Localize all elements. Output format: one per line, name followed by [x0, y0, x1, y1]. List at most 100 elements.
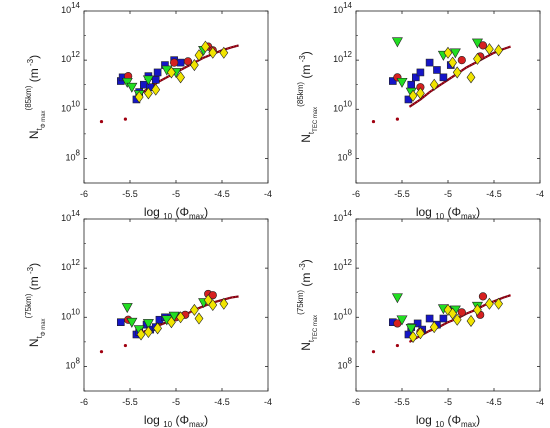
- marker-diamond: [494, 297, 503, 310]
- marker-diamond: [443, 46, 453, 59]
- y-axis-label: NtTEC max(85km) (m -3): [296, 51, 319, 142]
- marker-circle: [208, 291, 217, 300]
- marker-square: [117, 318, 125, 327]
- y-tick-label: 1010: [61, 99, 80, 113]
- marker-square: [425, 58, 434, 67]
- marker-diamond: [452, 313, 462, 326]
- x-tick-label: -6: [80, 397, 88, 407]
- y-tick-label: 1010: [61, 307, 80, 321]
- x-axis-label: log 10 (Φmax): [144, 205, 208, 221]
- marker-diamond: [194, 49, 204, 62]
- y-axis-label: NtΦ max(75km) (m -3): [24, 263, 47, 347]
- x-tick-label: -5: [172, 397, 180, 407]
- marker-diamond: [176, 71, 185, 84]
- y-tick-label: 1014: [61, 1, 80, 15]
- marker-triangle: [121, 303, 133, 314]
- marker-diamond: [219, 46, 229, 59]
- marker-diamond: [448, 56, 457, 69]
- marker-triangle: [391, 293, 403, 304]
- marker-square: [439, 73, 448, 82]
- marker-triangle: [471, 38, 483, 49]
- marker-square: [433, 66, 441, 74]
- x-tick-label: -6: [352, 397, 360, 407]
- marker-diamond: [153, 322, 162, 335]
- chart-panel-2: -6 -5.5 -5 -4.5 -4 108 1010 1012 1014 log 10 (Φma…: [296, 1, 544, 221]
- marker-square: [407, 80, 416, 89]
- marker-circle: [457, 308, 466, 317]
- y-tick-label: 1010: [333, 99, 352, 113]
- marker-triangle: [405, 324, 417, 334]
- marker-circle: [478, 292, 488, 301]
- x-tick-label: -4: [536, 397, 544, 407]
- marker-square: [151, 76, 160, 84]
- x-axis-label: log 10 (Φmax): [144, 413, 208, 428]
- marker-diamond: [190, 59, 199, 72]
- small-dot: [371, 119, 376, 124]
- marker-diamond: [416, 327, 425, 340]
- x-tick-label: -5: [444, 189, 452, 199]
- x-tick-label: -4: [536, 189, 544, 199]
- plot-frame: [83, 218, 269, 392]
- marker-circle: [457, 56, 466, 65]
- marker-diamond: [134, 90, 144, 104]
- marker-square: [425, 314, 434, 323]
- small-dot: [99, 350, 104, 354]
- x-tick-label: -4: [264, 189, 272, 199]
- y-tick-label: 1012: [333, 258, 352, 272]
- x-tick-label: -5.5: [122, 397, 138, 407]
- y-axis-label: NtΦ max(85km) (m -3): [24, 55, 47, 139]
- marker-diamond: [151, 83, 161, 96]
- x-tick-label: -5.5: [394, 189, 410, 199]
- y-tick-label: 1014: [333, 1, 352, 15]
- x-tick-label: -4.5: [214, 189, 230, 199]
- x-tick-label: -5: [444, 397, 452, 407]
- x-tick-label: -6: [80, 189, 88, 199]
- fit-curve-dots: [409, 46, 511, 108]
- small-dot: [395, 343, 399, 348]
- marker-triangle: [142, 75, 154, 86]
- small-dot: [99, 119, 104, 124]
- x-tick-label: -5.5: [394, 397, 410, 407]
- marker-diamond: [176, 311, 185, 324]
- marker-triangle: [126, 317, 138, 328]
- marker-diamond: [466, 71, 476, 84]
- marker-diamond: [452, 66, 462, 79]
- marker-square: [140, 80, 148, 89]
- marker-diamond: [208, 46, 218, 59]
- marker-square: [411, 73, 420, 82]
- marker-triangle: [396, 315, 408, 326]
- marker-diamond: [408, 330, 418, 343]
- marker-diamond: [485, 43, 494, 56]
- marker-triangle: [142, 319, 154, 330]
- marker-diamond: [194, 312, 204, 325]
- marker-diamond: [429, 321, 439, 334]
- y-tick-label: 1014: [61, 209, 80, 223]
- y-tick-label: 108: [338, 356, 353, 370]
- marker-diamond: [473, 52, 482, 65]
- marker-diamond: [408, 89, 418, 102]
- y-axis-label: NtTEC max(75km) (m -3): [296, 259, 319, 350]
- small-dot: [123, 343, 127, 348]
- x-axis-label: log 10 (Φmax): [416, 205, 480, 221]
- fit-curve-dots: [409, 294, 511, 343]
- plot-frame: [83, 10, 269, 184]
- y-tick-label: 1014: [333, 209, 352, 223]
- y-tick-label: 1010: [333, 307, 352, 321]
- marker-square: [416, 68, 425, 77]
- marker-triangle: [449, 48, 461, 59]
- marker-triangle: [121, 77, 133, 88]
- marker-triangle: [396, 77, 408, 88]
- x-axis-label: log 10 (Φmax): [416, 413, 480, 428]
- y-tick-label: 108: [66, 148, 81, 162]
- marker-diamond: [167, 66, 176, 79]
- x-tick-label: -4.5: [214, 397, 230, 407]
- marker-triangle: [126, 82, 138, 93]
- plot-frame: [355, 10, 541, 184]
- marker-diamond: [136, 328, 146, 341]
- y-tick-label: 1012: [61, 50, 80, 64]
- chart-panel-1: -6 -5.5 -5 -4.5 -4 108 1010 1012 1014 log 10 (Φma…: [24, 1, 272, 221]
- marker-diamond: [485, 297, 494, 310]
- marker-square: [413, 319, 422, 328]
- marker-square: [439, 314, 448, 323]
